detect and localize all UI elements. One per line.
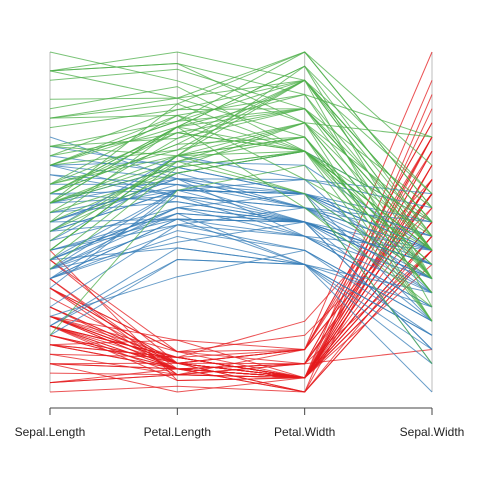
series-3-line-40 — [49, 108, 433, 237]
series-3-line-38 — [49, 132, 433, 237]
series-2-line-31 — [49, 230, 433, 336]
tick-label-sepal-length: Sepal.Length — [15, 425, 86, 439]
series-1-line-14 — [49, 249, 433, 393]
series-3-line-50 — [49, 150, 433, 251]
series-2-line-49 — [49, 249, 433, 322]
series-2-line-33 — [49, 224, 433, 294]
series-3-line-35 — [49, 126, 433, 308]
series-3-line-10 — [49, 51, 433, 166]
tick-label-petal-width: Petal.Width — [274, 425, 335, 439]
series-3-line-43 — [49, 136, 433, 294]
series-3-line-20 — [49, 160, 433, 364]
x-axis: Sepal.Length Petal.Length Petal.Width Sepal… — [15, 407, 465, 439]
series-lines — [49, 51, 433, 393]
series-3-line-45 — [49, 51, 433, 209]
series-3-line-44 — [49, 79, 433, 223]
series-2-line-43 — [49, 218, 433, 308]
series-2-line-32 — [49, 235, 433, 336]
series-3-line-47 — [49, 136, 433, 322]
series-3-line-46 — [49, 79, 433, 251]
series-3 — [49, 51, 433, 364]
series-2-line-44 — [49, 258, 433, 350]
series-2-line-13 — [49, 218, 433, 365]
series-3-line-34 — [49, 155, 433, 280]
tick-label-petal-length: Petal.Length — [144, 425, 211, 439]
series-1-line-42 — [49, 349, 433, 376]
tick-label-sepal-width: Sepal.Width — [400, 425, 465, 439]
series-3-line-13 — [49, 108, 433, 251]
series-3-line-42 — [49, 79, 433, 237]
series-3-line-48 — [49, 122, 433, 251]
series-3-line-49 — [49, 79, 433, 214]
series-2-line-50 — [49, 212, 433, 280]
